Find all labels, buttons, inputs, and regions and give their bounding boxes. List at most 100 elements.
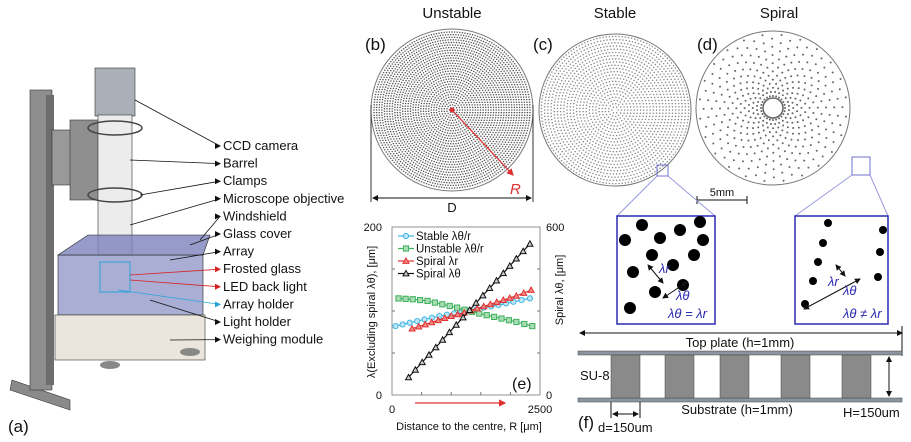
post-dot	[819, 239, 827, 247]
data-point	[399, 321, 406, 328]
inset-c-relation: λθ = λr	[667, 306, 708, 321]
data-point	[454, 304, 461, 311]
data-point	[392, 323, 399, 330]
data-point	[409, 296, 416, 303]
legend-marker	[402, 245, 410, 252]
post-dot	[624, 302, 636, 314]
apparatus-drawing	[9, 67, 211, 411]
panel-label-b: (b)	[365, 35, 386, 54]
data-point	[513, 318, 520, 326]
top-plate	[577, 350, 903, 356]
legend-marker	[402, 269, 410, 277]
data-point	[473, 304, 482, 312]
post-dot	[667, 259, 679, 271]
height-label: H=150um	[843, 405, 900, 420]
component-label: Barrel	[223, 156, 258, 171]
data-point	[499, 269, 508, 277]
component-label: Array holder	[223, 296, 294, 311]
component-label: Microscope objective	[223, 191, 344, 206]
leader-line	[134, 99, 221, 147]
post-dot	[627, 266, 639, 278]
leader-line	[129, 159, 221, 164]
top-plate-label: Top plate (h=1mm)	[686, 335, 795, 350]
data-point	[421, 316, 428, 323]
panel-label-e: (e)	[512, 376, 532, 393]
data-point	[526, 239, 534, 247]
data-point	[445, 328, 454, 336]
post-dot	[879, 226, 887, 234]
data-point	[439, 301, 446, 308]
data-point	[526, 295, 534, 302]
radius-arrow	[451, 109, 514, 176]
stable-array	[538, 33, 692, 187]
post-dot	[809, 277, 817, 285]
data-point	[431, 299, 439, 306]
zoom-box-stable	[656, 164, 669, 177]
component-label: CCD camera	[223, 138, 299, 153]
data-point	[527, 285, 535, 293]
leader-line	[169, 251, 221, 261]
post-dot	[697, 234, 709, 246]
panel-label-a: (a)	[8, 417, 29, 436]
data-point	[492, 298, 501, 306]
component-label: Glass cover	[223, 226, 292, 241]
post-dot	[874, 273, 882, 281]
post-dot	[646, 249, 658, 261]
stable-inset: λr λθ λθ = λr	[616, 215, 716, 325]
pillar	[664, 354, 695, 399]
data-point	[505, 293, 514, 301]
post-dot	[619, 234, 631, 246]
title-unstable: Unstable	[422, 5, 481, 22]
data-point	[459, 313, 467, 321]
data-point	[411, 365, 420, 373]
component-label: Weighing module	[223, 332, 323, 347]
x-tick-label: 2500	[528, 404, 552, 416]
material-label: SU-8	[580, 368, 610, 383]
panel-label-c: (c)	[533, 35, 553, 54]
data-point	[529, 323, 536, 330]
diameter-label: D	[447, 200, 456, 215]
post-dot	[824, 219, 832, 227]
data-point	[425, 350, 433, 358]
pillar	[841, 354, 872, 399]
cross-section-diagram	[577, 326, 903, 418]
pillar	[780, 354, 811, 399]
post-dot	[674, 224, 686, 236]
leader-line	[149, 299, 221, 323]
inset-c-lambda-r: λr	[658, 261, 670, 276]
inset-d-lambda-theta: λθ	[842, 283, 856, 298]
y-right-tick-label: 600	[546, 222, 564, 234]
centre-point	[449, 107, 455, 113]
leader-line	[129, 198, 221, 226]
data-point	[408, 324, 416, 332]
data-point	[440, 314, 449, 322]
post-dot	[814, 258, 822, 266]
data-point	[483, 312, 490, 319]
data-point	[402, 295, 409, 302]
legend-entry: Stable λθ/r	[416, 231, 471, 243]
component-label: Frosted glass	[223, 261, 302, 276]
component-label: Windshield	[223, 208, 287, 223]
data-point	[453, 310, 462, 318]
component-label: Array	[223, 244, 255, 259]
component-label: LED back light	[223, 279, 307, 294]
array-boundary	[695, 30, 851, 186]
data-point	[465, 306, 474, 314]
legend-entry: Spiral λθ	[416, 269, 461, 281]
data-point	[404, 373, 413, 381]
leader-line	[117, 289, 221, 305]
title-spiral: Spiral	[760, 5, 798, 22]
data-point	[505, 317, 513, 324]
inset-d-lambda-r: λr	[827, 274, 839, 289]
leader-line	[129, 268, 221, 276]
legend-entry: Spiral λr	[416, 256, 458, 268]
data-point	[485, 284, 494, 291]
y-tick-label: 0	[376, 390, 382, 402]
panel-label-f: (f)	[578, 413, 594, 432]
data-point	[414, 322, 423, 330]
legend-marker	[402, 256, 410, 264]
data-point	[446, 302, 453, 310]
component-label: Clamps	[223, 173, 268, 188]
panel-label-d: (d)	[697, 35, 718, 54]
radius-label: R	[510, 181, 521, 198]
